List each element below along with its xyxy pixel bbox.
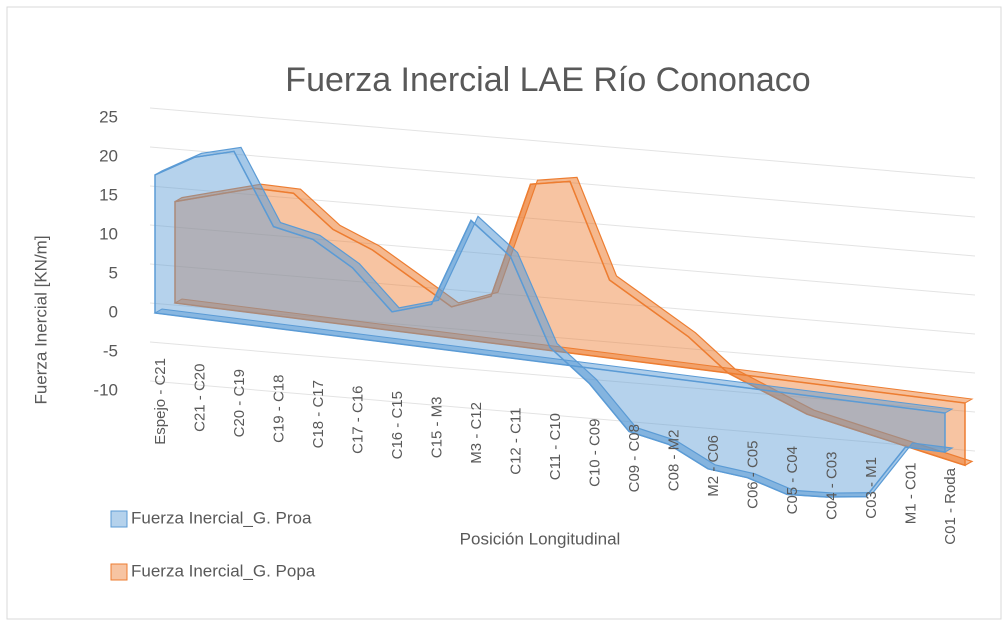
y-tick-label: -5 xyxy=(103,341,118,360)
y-axis-title: Fuerza Inercial [KN/m] xyxy=(31,235,50,404)
legend-label: Fuerza Inercial_G. Popa xyxy=(131,561,316,580)
y-tick-label: 0 xyxy=(109,302,118,321)
x-tick-label: C11 - C10 xyxy=(547,413,564,480)
x-tick-label: C15 - M3 xyxy=(428,397,445,459)
x-tick-label: M2 - C06 xyxy=(705,435,722,497)
grid-line xyxy=(149,263,976,335)
legend-swatch xyxy=(110,510,128,528)
y-tick-label: 15 xyxy=(99,185,118,204)
x-tick-label: C21 - C20 xyxy=(191,364,208,432)
legend-swatch xyxy=(110,563,128,581)
x-tick-label: C20 - C19 xyxy=(231,369,248,437)
legend-label: Fuerza Inercial_G. Proa xyxy=(131,508,312,527)
x-tick-label: C09 - C08 xyxy=(626,424,643,492)
grid-line xyxy=(149,380,976,452)
x-tick-label: C12 - C11 xyxy=(507,408,524,475)
x-tick-label: C03 - M1 xyxy=(863,457,880,519)
chart-title: Fuerza Inercial LAE Río Cononaco xyxy=(285,61,810,99)
area-top xyxy=(154,146,954,498)
area-top xyxy=(174,176,974,467)
y-tick-label: 10 xyxy=(99,224,118,243)
area-base xyxy=(173,298,974,404)
x-tick-label: M1 - C01 xyxy=(902,463,919,525)
x-tick-label: C17 - C16 xyxy=(349,386,366,454)
y-tick-label: 25 xyxy=(99,107,118,126)
x-tick-label: C05 - C04 xyxy=(784,446,801,514)
x-tick-label: C08 - M2 xyxy=(665,430,682,492)
y-tick-label: 20 xyxy=(99,146,118,165)
x-tick-label: C16 - C15 xyxy=(389,391,406,459)
x-tick-label: C18 - C17 xyxy=(310,380,327,448)
x-tick-label: C19 - C18 xyxy=(270,375,287,443)
x-tick-label: M3 - C12 xyxy=(468,402,485,464)
y-tick-label: 5 xyxy=(109,263,118,282)
y-tick-label: -10 xyxy=(93,380,118,399)
x-tick-label: C06 - C05 xyxy=(744,441,761,509)
x-tick-label: Espejo - C21 xyxy=(152,358,169,445)
x-tick-label: C01 - Roda xyxy=(942,467,959,544)
grid-line xyxy=(149,341,976,413)
x-axis-title: Posición Longitudinal xyxy=(460,529,621,548)
x-tick-label: C04 - C03 xyxy=(823,452,840,520)
area-base xyxy=(153,308,954,414)
grid-line xyxy=(149,224,976,296)
grid-line xyxy=(149,107,976,179)
x-tick-label: C10 - C09 xyxy=(586,419,603,487)
grid-line xyxy=(149,185,976,257)
